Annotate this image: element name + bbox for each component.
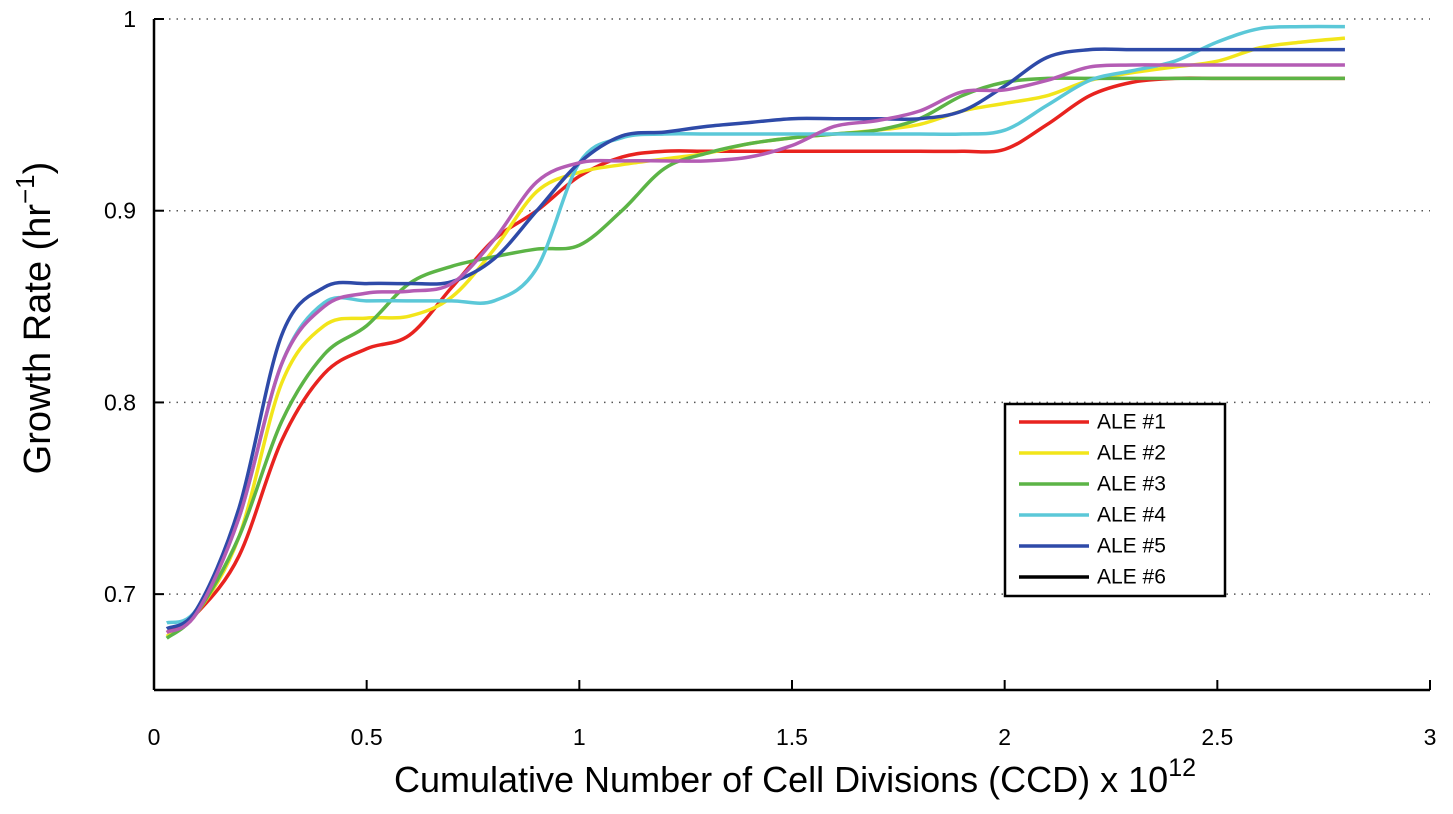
y-axis-label-text: Growth Rate (hr xyxy=(17,204,59,475)
series-line xyxy=(165,76,1345,635)
y-tick-label: 0.9 xyxy=(104,198,136,224)
x-tick-label: 1 xyxy=(573,724,586,750)
series-line xyxy=(165,47,1345,631)
legend-label: ALE #2 xyxy=(1097,442,1166,465)
series-line xyxy=(166,24,1345,625)
series-line xyxy=(165,63,1345,635)
y-tick-label: 0.8 xyxy=(104,389,136,415)
y-tick-label: 1 xyxy=(123,6,136,32)
legend-label: ALE #4 xyxy=(1097,504,1166,527)
x-tick-label: 0.5 xyxy=(351,724,383,750)
x-tick-label: 0 xyxy=(148,724,161,750)
x-axis-label: Cumulative Number of Cell Divisions (CCD… xyxy=(394,754,1196,800)
y-axis-label-exponent: −1 xyxy=(10,174,40,204)
legend-label: ALE #5 xyxy=(1097,535,1166,558)
legend-label: ALE #1 xyxy=(1097,411,1166,434)
legend-box xyxy=(1003,402,1227,598)
y-tick-label: 0.7 xyxy=(104,581,136,607)
y-axis-label-suffix: ) xyxy=(17,162,59,175)
series-line xyxy=(165,76,1345,640)
legend: ALE #1 ALE #2 ALE #3 ALE #4 ALE #5 ALE #6 xyxy=(1003,402,1227,598)
x-tick-label: 2.5 xyxy=(1201,724,1233,750)
x-axis-label-exponent: 12 xyxy=(1168,754,1196,782)
legend-label: ALE #3 xyxy=(1097,473,1166,496)
x-axis-label-text: Cumulative Number of Cell Divisions (CCD… xyxy=(394,759,1168,800)
legend-label: ALE #6 xyxy=(1097,566,1166,589)
x-tick-label: 2 xyxy=(998,724,1011,750)
x-tick-label: 3 xyxy=(1424,724,1437,750)
x-tick-label: 1.5 xyxy=(776,724,808,750)
y-axis-label: Growth Rate (hr−1) xyxy=(10,162,59,475)
